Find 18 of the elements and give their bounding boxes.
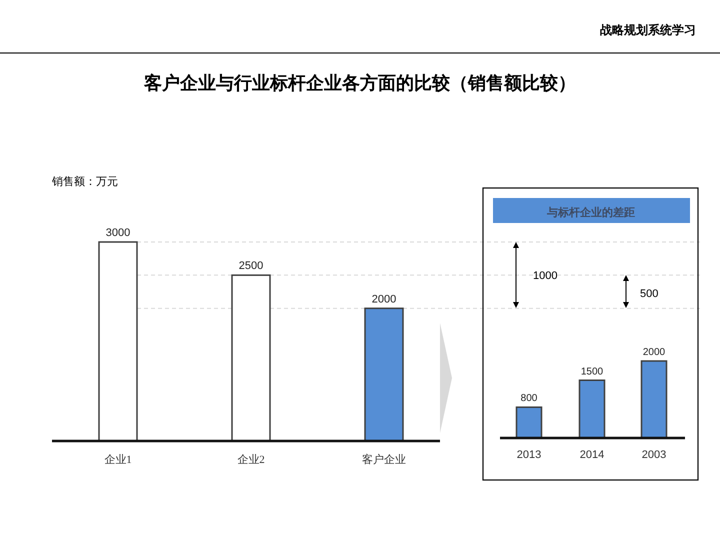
x-tick-label: 客户企业 (362, 453, 406, 466)
data-label: 2500 (238, 260, 264, 272)
chart-title: 客户企业与行业标杆企业各方面的比较（销售额比较） (143, 73, 576, 93)
data-label: 2000 (642, 347, 666, 358)
chart-title: 与标杆企业的差距 (546, 206, 635, 219)
data-label: 2000 (372, 293, 396, 306)
data-label: 3000 (106, 227, 130, 239)
text: 战略规划系统学习 (600, 23, 696, 37)
data-label: 1500 (580, 366, 604, 378)
y-axis-title: 销售额：万元 (51, 175, 118, 188)
x-tick-label: 企业2 (237, 453, 265, 466)
x-tick-label: 2003 (642, 449, 666, 461)
x-tick-label: 2013 (516, 449, 542, 461)
x-tick-label: 企业1 (104, 453, 132, 466)
data-label: 800 (520, 393, 538, 404)
text: 500 (640, 288, 658, 300)
x-tick-label: 2014 (580, 449, 604, 461)
text: 1000 (533, 270, 558, 282)
